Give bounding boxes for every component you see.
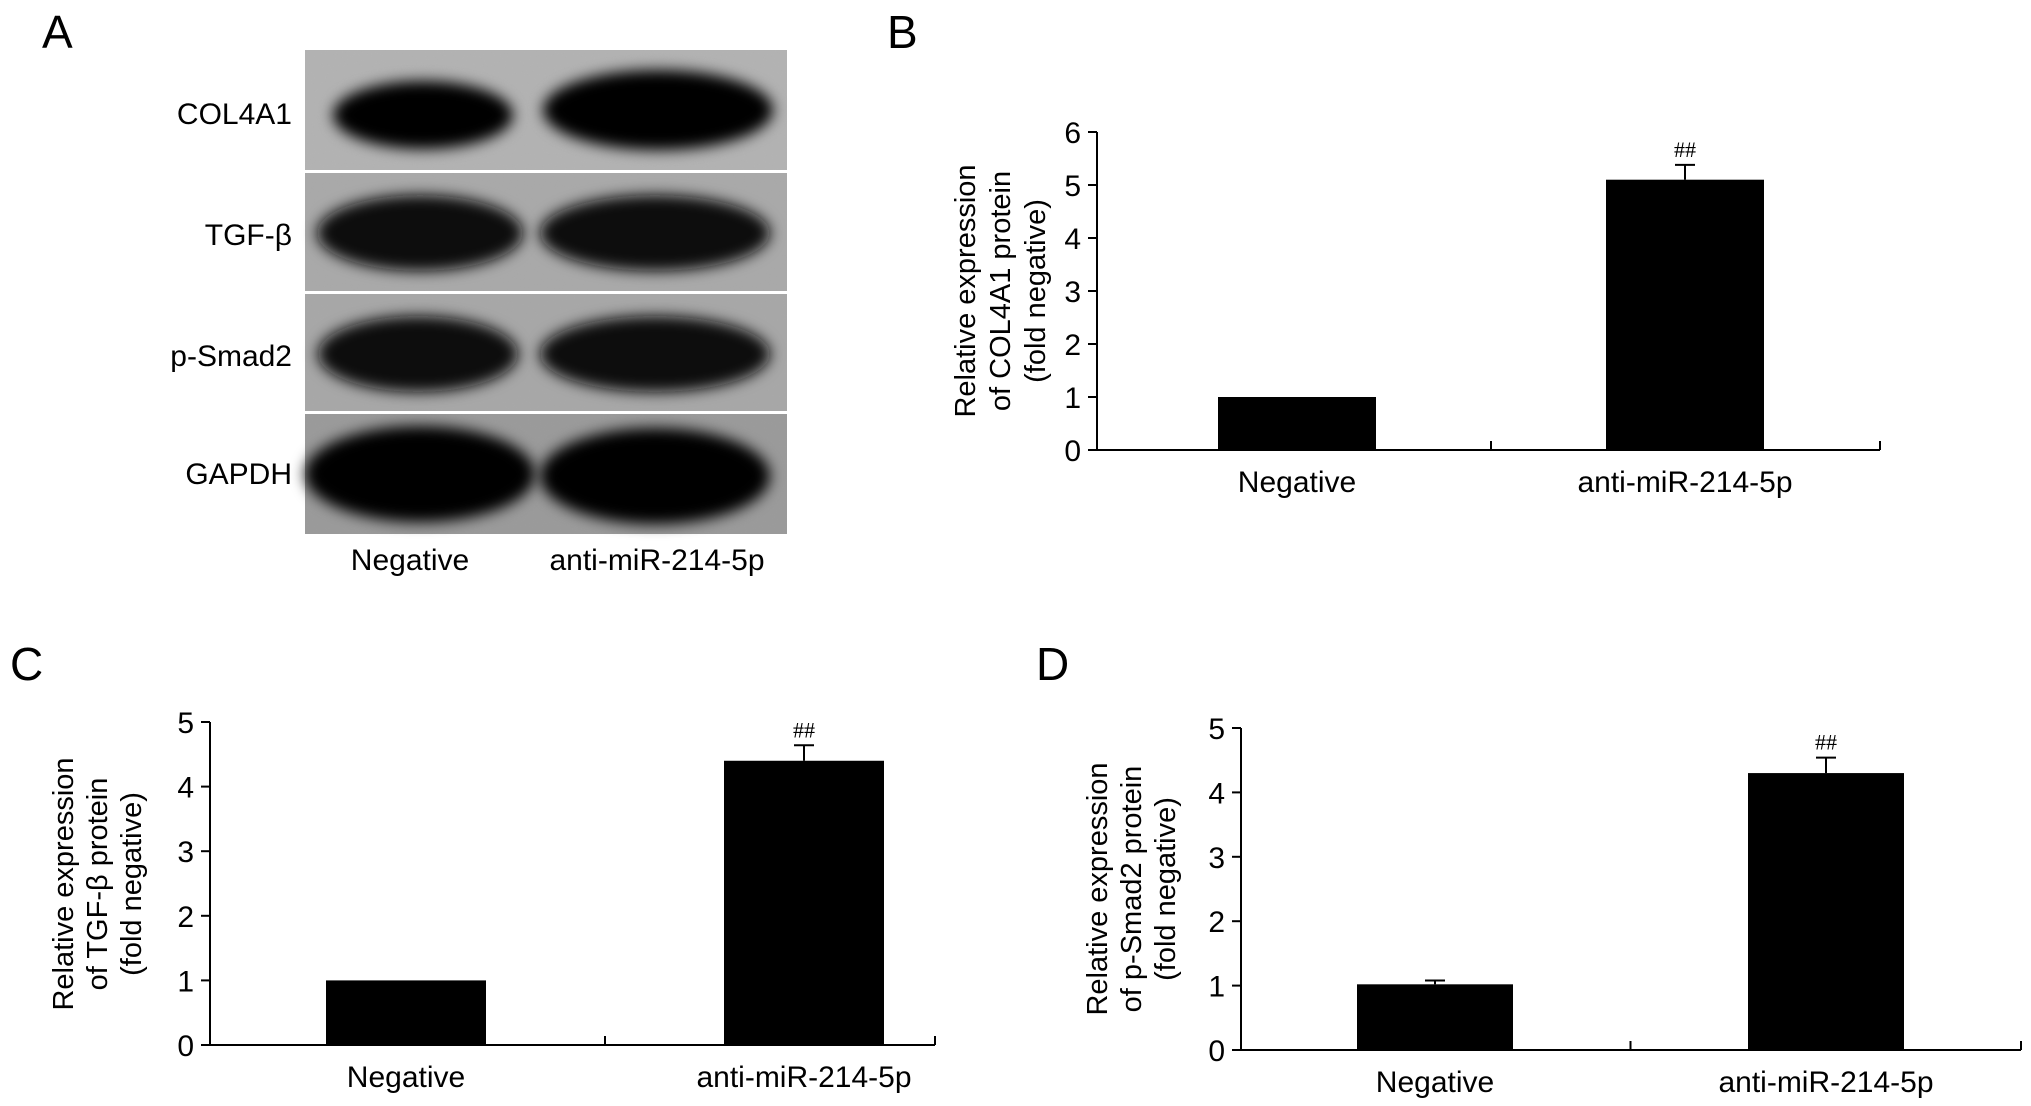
y-axis-label: Relative expression xyxy=(48,757,80,1010)
y-tick-label: 5 xyxy=(177,707,194,740)
blot-row-label: GAPDH xyxy=(185,458,292,491)
chart-panel-c: C 0 1 2 3 4 5 Negative ## anti-miR-214-5p Relative… xyxy=(10,638,936,1094)
blot-band xyxy=(318,316,518,392)
y-tick-label: 6 xyxy=(1064,117,1081,150)
bar xyxy=(724,760,884,1045)
category-label: Negative xyxy=(1238,466,1356,499)
y-tick-label: 2 xyxy=(177,901,194,934)
blot-lane-label: anti-miR-214-5p xyxy=(549,544,764,577)
significance-label: ## xyxy=(1674,137,1696,162)
y-axis-label: of COL4A1 protein xyxy=(985,171,1017,411)
blot-band xyxy=(540,195,770,271)
blot-band xyxy=(543,70,773,150)
y-axis-label: (fold negative) xyxy=(1150,797,1182,981)
y-tick-label: 4 xyxy=(177,772,194,805)
y-tick-label: 5 xyxy=(1064,170,1081,203)
y-tick-label: 3 xyxy=(1208,842,1225,875)
y-tick-label: 0 xyxy=(1064,435,1081,468)
y-axis-label: of TGF-β protein xyxy=(82,778,114,991)
y-tick-label: 3 xyxy=(1064,276,1081,309)
y-tick-label: 4 xyxy=(1064,223,1081,256)
y-tick-label: 5 xyxy=(1208,713,1225,746)
chart-panel-b: B 0 1 2 3 4 5 6 Negative ## anti-miR-214-5p Relativ… xyxy=(887,6,1881,499)
blot-lane-label: Negative xyxy=(351,544,469,577)
panel-letter: B xyxy=(887,6,918,58)
bar xyxy=(1357,984,1513,1050)
panel-letter: C xyxy=(10,638,43,690)
significance-label: ## xyxy=(793,717,815,742)
blot-image xyxy=(305,50,787,534)
y-tick-label: 1 xyxy=(1208,971,1225,1004)
blot-band xyxy=(317,195,523,271)
blot-band xyxy=(540,316,770,392)
blot-row-label: p-Smad2 xyxy=(170,340,292,373)
y-axis-label: (fold negative) xyxy=(1020,199,1052,383)
category-label: Negative xyxy=(347,1061,465,1094)
category-label: anti-miR-214-5p xyxy=(696,1061,911,1094)
y-tick-label: 4 xyxy=(1208,777,1225,810)
blot-band xyxy=(540,428,770,524)
y-tick-label: 1 xyxy=(1064,382,1081,415)
y-tick-label: 0 xyxy=(1208,1035,1225,1068)
bar xyxy=(1606,179,1764,450)
bar xyxy=(1748,773,1904,1050)
bar xyxy=(326,980,486,1045)
y-axis-label: Relative expression xyxy=(950,164,982,417)
blot-band xyxy=(333,81,513,149)
panel-letter: D xyxy=(1036,638,1069,690)
blot-row-label: COL4A1 xyxy=(177,98,292,131)
bar xyxy=(1218,397,1376,450)
y-tick-label: 3 xyxy=(177,836,194,869)
category-label: anti-miR-214-5p xyxy=(1577,466,1792,499)
category-label: anti-miR-214-5p xyxy=(1718,1066,1933,1099)
blot-row-label: TGF-β xyxy=(205,219,292,252)
y-tick-label: 2 xyxy=(1208,906,1225,939)
panel-a: A COL4A1 TGF-β p-Smad2 xyxy=(42,6,787,577)
y-tick-label: 1 xyxy=(177,965,194,998)
category-label: Negative xyxy=(1376,1066,1494,1099)
y-tick-label: 2 xyxy=(1064,329,1081,362)
y-axis-label: (fold negative) xyxy=(116,792,148,976)
blot-band xyxy=(305,426,535,522)
y-axis-label: of p-Smad2 protein xyxy=(1116,766,1148,1013)
panel-letter-a: A xyxy=(42,6,73,58)
y-axis-label: Relative expression xyxy=(1082,762,1114,1015)
y-tick-label: 0 xyxy=(177,1030,194,1063)
chart-panel-d: D 0 1 2 3 4 5 Negative ## anti-miR-214-5p Relative… xyxy=(1036,638,2022,1099)
significance-label: ## xyxy=(1815,730,1837,755)
